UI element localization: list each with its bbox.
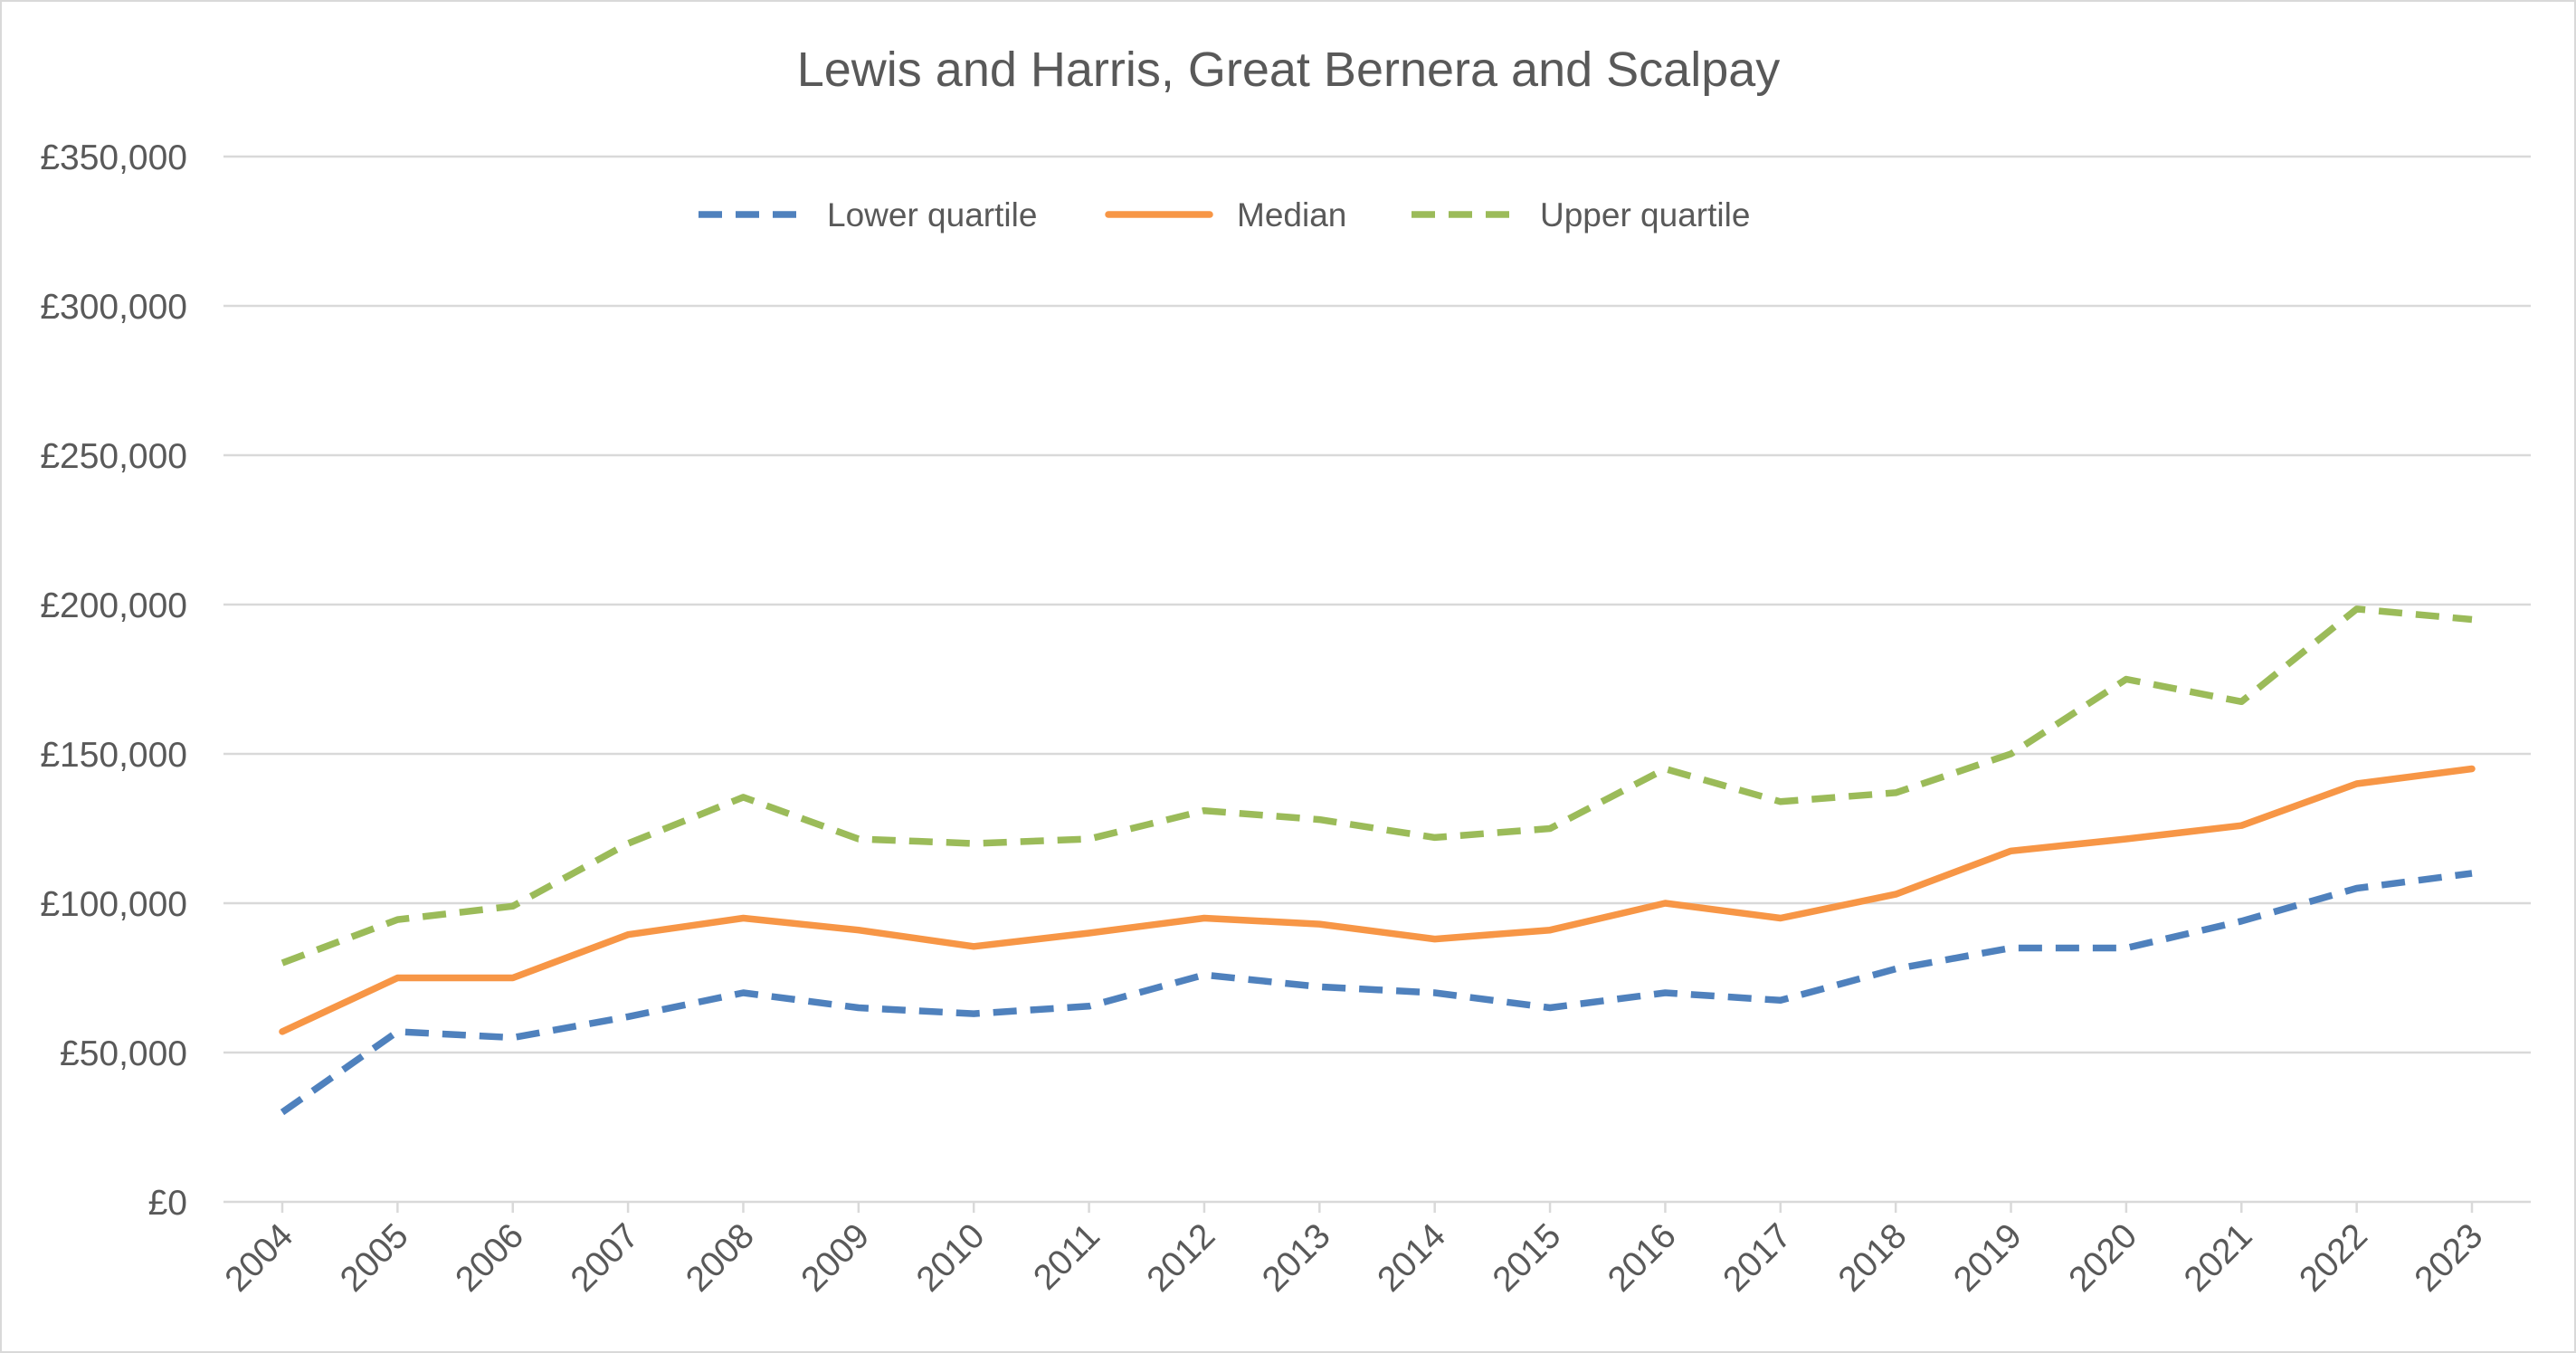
- y-tick-label: £50,000: [60, 1034, 187, 1073]
- x-tick-label: 2008: [679, 1216, 762, 1300]
- x-tick-label: 2017: [1716, 1216, 1799, 1300]
- x-tick-label: 2006: [448, 1216, 531, 1300]
- x-tick-label: 2020: [2062, 1216, 2145, 1300]
- x-tick-label: 2021: [2177, 1216, 2260, 1300]
- y-tick-label: £100,000: [40, 885, 187, 924]
- y-tick-label: £300,000: [40, 288, 187, 327]
- x-tick-label: 2019: [1946, 1216, 2029, 1300]
- legend-item: Lower quartile: [699, 196, 1037, 233]
- y-tick-label: £0: [148, 1184, 187, 1223]
- y-tick-label: £350,000: [40, 138, 187, 177]
- chart-title: Lewis and Harris, Great Bernera and Scal…: [797, 43, 1781, 97]
- x-tick-label: 2004: [218, 1216, 301, 1300]
- x-tick-label: 2022: [2292, 1216, 2375, 1300]
- series-line: [280, 870, 2473, 1116]
- legend-label: Upper quartile: [1540, 196, 1750, 233]
- legend-item: Median: [1105, 196, 1346, 233]
- x-tick-label: 2023: [2408, 1216, 2491, 1300]
- legend-label: Median: [1237, 196, 1346, 233]
- legend-item: Upper quartile: [1412, 196, 1750, 233]
- x-axis: 2004 2005 2006 2007 2008 2009 2010 2011 2012 2013…: [218, 1202, 2491, 1300]
- x-tick-label: 2018: [1831, 1216, 1915, 1300]
- series-line: [280, 605, 2473, 967]
- series-median: [279, 765, 2476, 1035]
- x-tick-label: 2009: [794, 1216, 877, 1300]
- x-tick-label: 2005: [333, 1216, 416, 1300]
- series-lower-quartile: [280, 870, 2473, 1116]
- series-upper-quartile: [280, 605, 2473, 967]
- legend: Lower quartile Median Upper quartile: [699, 196, 1750, 233]
- y-tick-label: £150,000: [40, 736, 187, 775]
- x-tick-label: 2014: [1370, 1216, 1453, 1300]
- series-line: [279, 765, 2476, 1035]
- y-tick-label: £200,000: [40, 586, 187, 625]
- y-tick-label: £250,000: [40, 437, 187, 476]
- gridlines: [223, 155, 2531, 1204]
- x-tick-label: 2011: [1026, 1216, 1107, 1298]
- legend-label: Lower quartile: [827, 196, 1037, 233]
- x-tick-label: 2012: [1140, 1216, 1223, 1300]
- x-tick-label: 2016: [1601, 1216, 1684, 1300]
- x-tick-label: 2007: [564, 1216, 647, 1300]
- x-tick-label: 2013: [1255, 1216, 1338, 1300]
- x-tick-label: 2010: [909, 1216, 993, 1300]
- series-lines: [279, 605, 2476, 1116]
- x-tick-label: 2015: [1486, 1216, 1569, 1300]
- y-axis: £0 £50,000 £100,000 £150,000 £200,000 £250,00…: [40, 138, 187, 1223]
